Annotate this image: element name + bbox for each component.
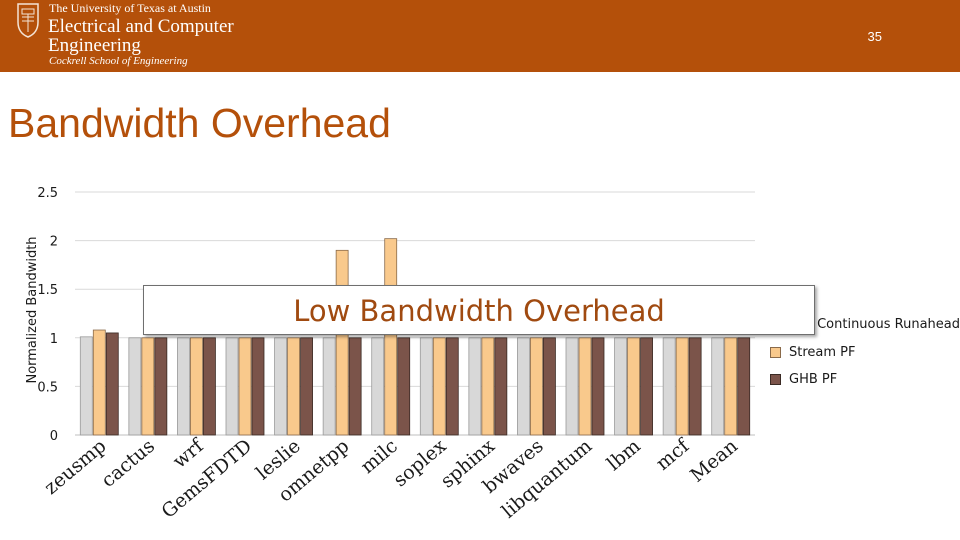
legend-item-ghb-pf: GHB PF [770, 372, 837, 387]
bar-cactus-stream-pf [141, 337, 155, 436]
legend-item-stream-pf: Stream PF [770, 345, 856, 360]
bar-libquantum-continuous-runahead [565, 337, 579, 436]
bar-libquantum-stream-pf [578, 337, 592, 436]
bar-gemsfdtd-stream-pf [238, 337, 252, 436]
department-name-line1: Electrical and Computer [48, 16, 234, 37]
bar-bwaves-ghb-pf [543, 337, 556, 436]
bar-mcf-stream-pf [675, 337, 689, 436]
bar-omnetpp-continuous-runahead [322, 337, 336, 436]
bar-lbm-stream-pf [627, 337, 640, 436]
y-tick-label: 0 [50, 429, 58, 444]
bar-gemsfdtd-continuous-runahead [225, 337, 239, 436]
y-tick-label: 2 [50, 235, 58, 250]
bar-milc-stream-pf [384, 238, 398, 436]
bar-zeusmp-ghb-pf [105, 332, 119, 436]
bar-lbm-ghb-pf [640, 337, 653, 436]
university-seal-icon [17, 3, 39, 38]
school-name: Cockrell School of Engineering [49, 55, 188, 67]
y-tick-label: 1 [50, 332, 58, 347]
bar-milc-ghb-pf [397, 337, 411, 436]
bar-leslie-stream-pf [287, 337, 300, 436]
bar-lbm-continuous-runahead [614, 337, 627, 436]
bar-mean-stream-pf [724, 337, 738, 436]
bar-leslie-continuous-runahead [274, 337, 287, 436]
bar-sphinx-stream-pf [481, 337, 495, 436]
bar-leslie-ghb-pf [300, 337, 313, 436]
callout-box: Low Bandwidth Overhead [143, 285, 815, 335]
page-title: Bandwidth Overhead [8, 100, 391, 146]
bar-omnetpp-ghb-pf [348, 337, 362, 436]
bar-omnetpp-stream-pf [335, 249, 349, 436]
x-tick-label: cactus [97, 435, 159, 492]
bar-mean-ghb-pf [737, 337, 751, 436]
bar-cactus-continuous-runahead [128, 337, 142, 436]
legend-swatch-stream-pf [770, 347, 781, 358]
legend-label-continuous-runahead: Continuous Runahead [817, 317, 960, 332]
y-tick-label: 1.5 [37, 283, 58, 298]
bar-mean-continuous-runahead [711, 337, 725, 436]
bar-bwaves-continuous-runahead [517, 337, 530, 436]
bar-zeusmp-stream-pf [92, 329, 106, 436]
header-bar: The University of Texas at Austin Electr… [0, 0, 960, 72]
legend-item-continuous-runahead: Continuous Runahead [798, 317, 960, 332]
x-tick-label: GemsFDTD [157, 435, 256, 523]
y-tick-label: 0.5 [37, 380, 58, 395]
x-tick-label: zeusmp [40, 435, 110, 499]
bar-cactus-ghb-pf [154, 337, 168, 436]
bar-mcf-ghb-pf [688, 337, 702, 436]
bar-soplex-stream-pf [432, 337, 446, 436]
bar-wrf-stream-pf [190, 337, 203, 436]
bar-zeusmp-continuous-runahead [79, 336, 93, 436]
bar-wrf-ghb-pf [203, 337, 216, 436]
bar-milc-continuous-runahead [371, 337, 385, 436]
y-tick-label: 2.5 [37, 186, 58, 201]
legend-label-ghb-pf: GHB PF [789, 372, 838, 387]
y-axis-label: Normalized Bandwidth [25, 236, 40, 383]
bar-mcf-continuous-runahead [662, 337, 676, 436]
bar-soplex-continuous-runahead [419, 337, 433, 436]
bar-libquantum-ghb-pf [591, 337, 605, 436]
bar-soplex-ghb-pf [445, 337, 459, 436]
bar-wrf-continuous-runahead [177, 337, 190, 436]
university-name: The University of Texas at Austin [49, 1, 211, 15]
department-name-line2: Engineering [48, 35, 141, 56]
bar-sphinx-continuous-runahead [468, 337, 482, 436]
x-tick-label: Mean [686, 435, 742, 487]
legend-swatch-ghb-pf [770, 374, 781, 385]
x-tick-label: lbm [603, 435, 645, 475]
slide-number: 35 [867, 29, 882, 44]
legend-label-stream-pf: Stream PF [789, 345, 856, 360]
bar-sphinx-ghb-pf [494, 337, 508, 436]
bar-bwaves-stream-pf [530, 337, 543, 436]
bar-gemsfdtd-ghb-pf [251, 337, 265, 436]
